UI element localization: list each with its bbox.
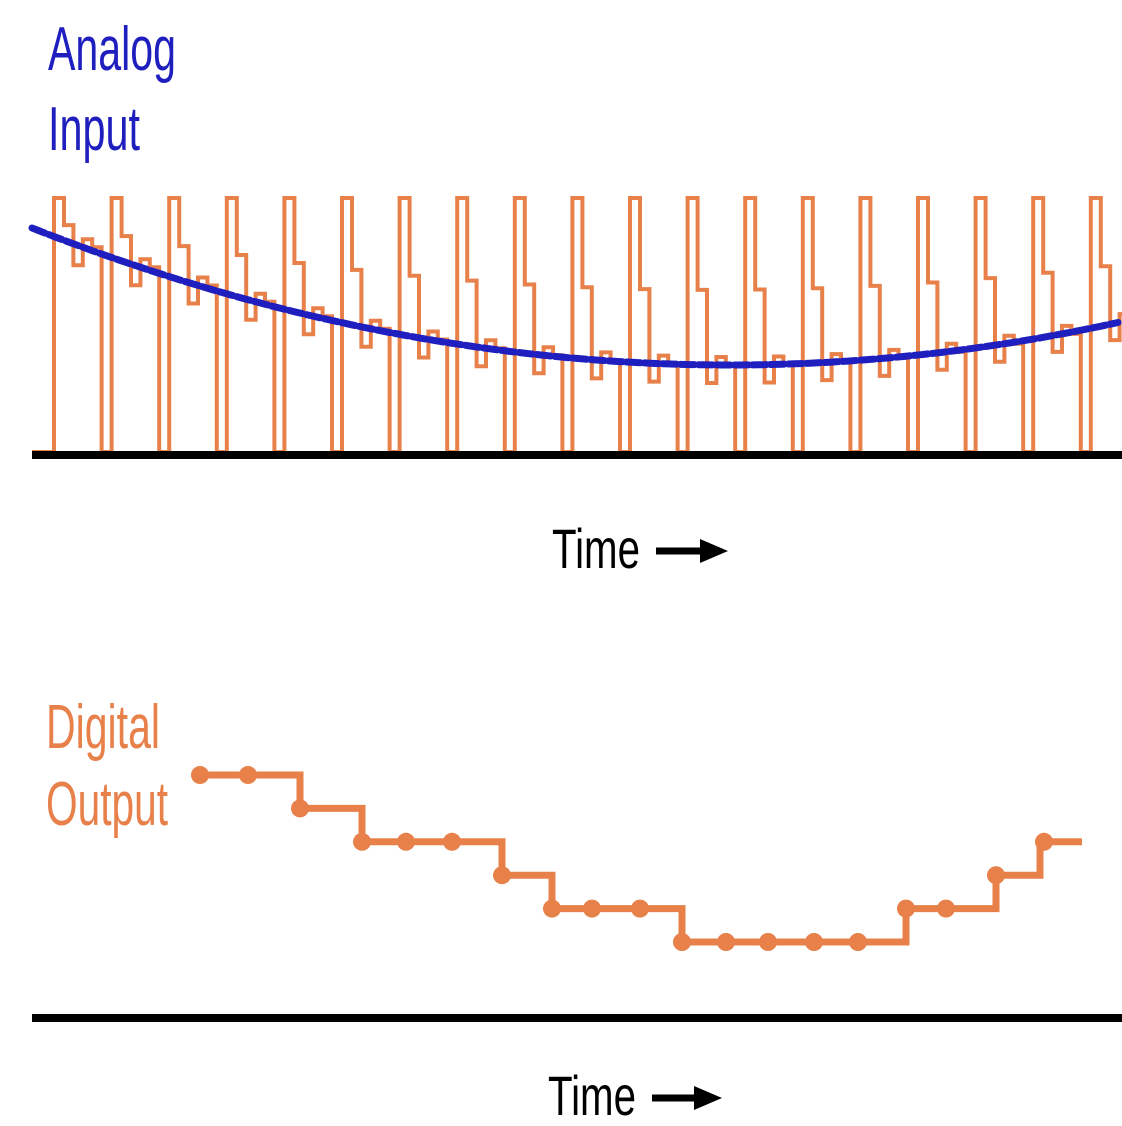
digital-sample-point (291, 799, 309, 818)
top-time-label: Time (552, 517, 640, 580)
digital-sample-point (543, 899, 561, 918)
analog-curve (28, 224, 1122, 369)
digital-sample-point (717, 933, 735, 951)
digital-sample-point (849, 933, 867, 951)
digital-sample-point (493, 866, 511, 885)
digital-sample-point (1035, 832, 1053, 851)
analog-title-line1: Analog (48, 15, 176, 84)
digital-plot (191, 766, 1082, 951)
digital-sample-point (987, 866, 1005, 885)
analog-title-line2: Input (48, 95, 140, 164)
digital-sample-point (759, 933, 777, 951)
digital-sample-point (583, 899, 601, 918)
digital-sample-point (191, 766, 209, 784)
sampling-pulses (32, 196, 1122, 454)
right-arrow-icon (656, 539, 728, 563)
digital-sample-point (937, 899, 955, 918)
digital-title-line1: Digital (46, 693, 160, 762)
digital-sample-point (397, 832, 415, 851)
digital-sample-point (673, 933, 691, 951)
digital-sample-point (631, 899, 649, 918)
digital-sample-point (353, 832, 371, 851)
digital-sample-point (443, 832, 461, 851)
analog-plot (28, 196, 1122, 454)
digital-title-line2: Output (46, 770, 168, 839)
bottom-time-label: Time (548, 1064, 636, 1126)
digital-sample-point (239, 766, 257, 784)
digital-sample-point (805, 933, 823, 951)
right-arrow-icon (652, 1086, 722, 1110)
digital-output-steps (200, 771, 1082, 946)
digital-sample-point (897, 899, 915, 918)
